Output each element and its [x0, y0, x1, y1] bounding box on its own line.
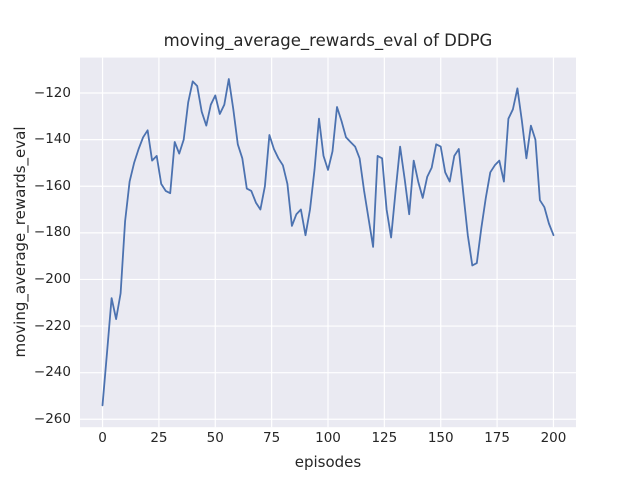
y-tick-label: −240 — [33, 364, 71, 381]
y-tick-label: −200 — [33, 270, 71, 287]
y-tick-label: −260 — [33, 410, 71, 427]
y-tick-label: −140 — [33, 131, 71, 148]
data-line — [101, 78, 555, 407]
y-tick-label: −180 — [33, 224, 71, 241]
x-tick-label: 175 — [484, 430, 510, 446]
x-tick-label: 200 — [540, 430, 567, 446]
y-tick-label: −160 — [33, 177, 71, 194]
x-tick-label: 75 — [263, 430, 281, 446]
y-tick-label: −220 — [33, 317, 71, 334]
x-tick-label: 125 — [371, 430, 398, 446]
x-tick-label: 25 — [150, 430, 168, 446]
y-tick-label: −120 — [33, 84, 71, 101]
x-tick-label: 0 — [98, 430, 107, 446]
x-axis-label: episodes — [294, 453, 362, 471]
x-tick-label: 100 — [315, 430, 341, 446]
x-tick-label: 50 — [206, 430, 224, 446]
chart-title: moving_average_rewards_eval of DDPG — [163, 31, 493, 50]
x-tick-label: 150 — [427, 430, 454, 446]
